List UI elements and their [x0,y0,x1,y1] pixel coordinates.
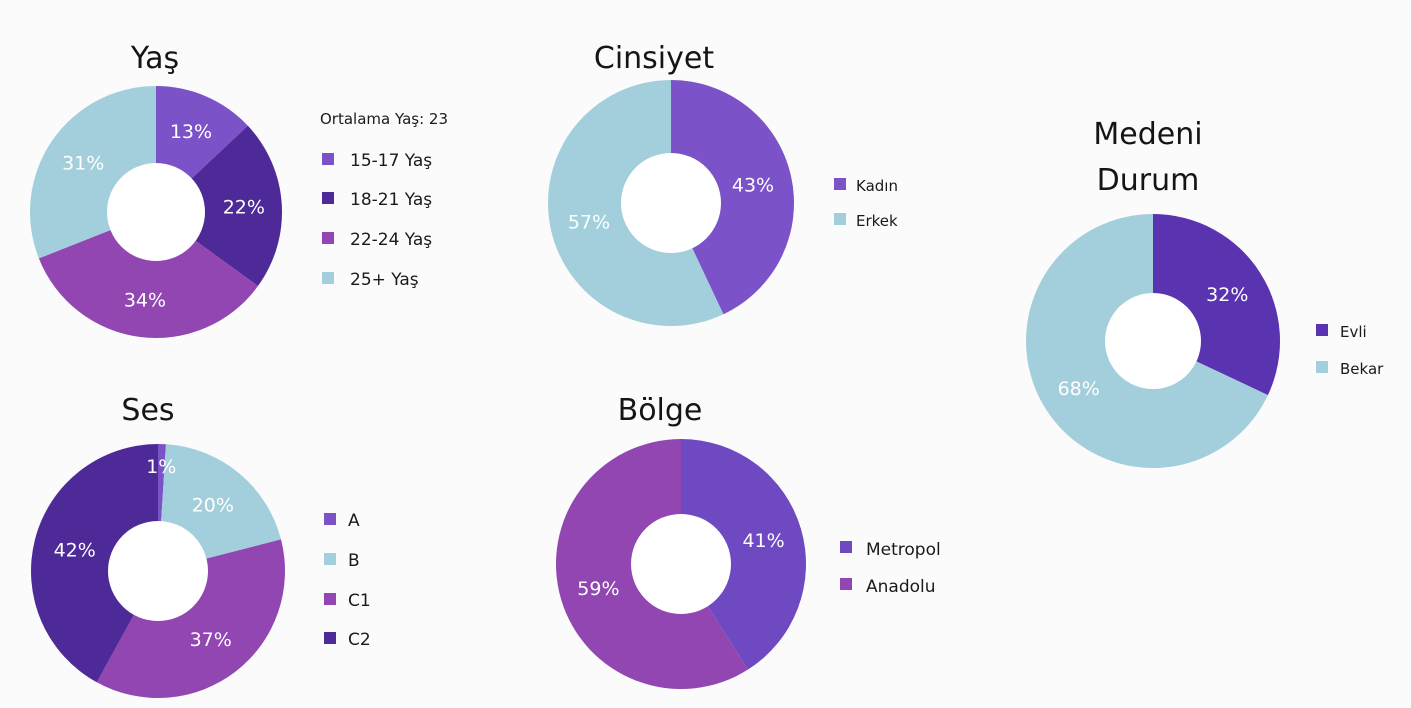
data-label-bolge-1: 59% [577,578,619,600]
donut-hole [108,521,208,621]
legend-swatch [324,632,336,644]
chart-title-cinsiyet: Cinsiyet [594,41,714,76]
data-label-bolge-0: 41% [742,530,784,552]
chart-medeni: Medeni Durum 32% 68% Evli Bekar [1026,117,1384,468]
legend-cinsiyet: Kadın Erkek [834,177,898,230]
legend-swatch [324,553,336,565]
legend-label: 25+ Yaş [350,270,419,290]
data-label-ses-1: 20% [192,495,234,517]
data-label-medeni-1: 68% [1058,378,1100,400]
donut-hole [1105,293,1201,389]
donut-hole [621,153,721,253]
data-label-yas-1: 22% [223,196,265,218]
donut-hole [631,514,731,614]
legend-swatch [1316,324,1328,336]
data-label-yas-0: 13% [170,121,212,143]
pie-slice-yas-1 [156,125,282,287]
legend-label: Anadolu [866,577,936,597]
legend-label: C2 [348,630,371,650]
legend-label: 15-17 Yaş [350,151,432,171]
chart-title-medeni-line1: Medeni [1093,117,1202,152]
donut-medeni: 32% 68% [1026,214,1280,468]
legend-swatch [840,578,852,590]
legend-swatch [324,593,336,605]
data-label-cinsiyet-1: 57% [568,211,610,233]
chart-title-yas: Yaş [130,41,179,76]
data-label-ses-2: 37% [190,629,232,651]
legend-swatch [1316,361,1328,373]
legend-swatch [834,213,846,225]
chart-bolge: Bölge 41% 59% Metropol Anadolu [556,393,941,689]
pie-slice-cinsiyet-0 [671,80,794,315]
legend-label: Metropol [866,540,941,560]
data-label-medeni-0: 32% [1206,284,1248,306]
legend-medeni: Evli Bekar [1316,323,1384,378]
legend-swatch [834,178,846,190]
legend-swatch [324,513,336,525]
donut-yas: 13% 22% 34% 31% [29,86,282,338]
chart-cinsiyet: Cinsiyet 43% 57% Kadın Erkek [547,41,898,326]
legend-swatch [322,272,334,284]
pie-slice-ses-2 [96,539,286,698]
chart-title-ses: Ses [121,393,174,428]
pie-slice-bolge-0 [681,439,807,670]
pie-slice-yas-2 [38,212,258,338]
legend-swatch [322,232,334,244]
legend-yas: 15-17 Yaş 18-21 Yaş 22-24 Yaş 25+ Yaş [322,151,432,290]
legend-label: 22-24 Yaş [350,230,432,250]
legend-swatch [322,153,334,165]
donut-hole [107,163,205,261]
chart-title-bolge: Bölge [618,393,703,428]
legend-bolge: Metropol Anadolu [840,540,941,597]
legend-swatch [840,541,852,553]
data-label-cinsiyet-0: 43% [732,175,774,197]
data-label-ses-0: 1% [146,456,176,478]
donut-bolge: 41% 59% [556,439,807,689]
chart-title-medeni-line2: Durum [1097,163,1200,198]
legend-label: Evli [1340,323,1367,341]
data-label-ses-3: 42% [54,540,96,562]
data-label-yas-2: 34% [124,289,166,311]
legend-label: Erkek [856,212,898,230]
subtitle-yas: Ortalama Yaş: 23 [320,110,448,128]
legend-swatch [322,192,334,204]
donut-ses: 1% 20% 37% 42% [30,444,286,698]
legend-ses: A B C1 C2 [324,511,371,650]
legend-label: C1 [348,591,371,611]
legend-label: Bekar [1340,360,1384,378]
legend-label: 18-21 Yaş [350,190,432,210]
pie-slice-ses-3 [30,444,158,683]
donut-cinsiyet: 43% 57% [547,80,794,326]
chart-yas: Yaş 13% 22% 34% 31% Ortalama Yaş: 23 15-17 … [29,41,448,338]
legend-label: B [348,551,360,571]
chart-ses: Ses 1% 20% 37% 42% A B C1 C2 [30,393,371,698]
data-label-yas-3: 31% [62,153,104,175]
legend-label: A [348,511,360,531]
legend-label: Kadın [856,177,898,195]
